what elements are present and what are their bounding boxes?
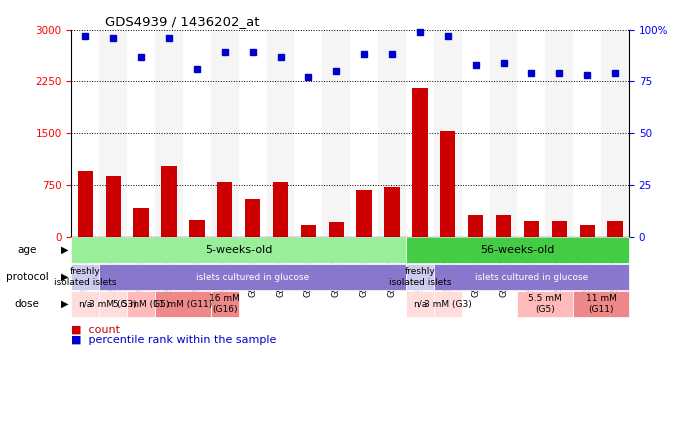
Text: 5.5 mM
(G5): 5.5 mM (G5) bbox=[528, 294, 562, 314]
Bar bbox=[573, 30, 601, 237]
Text: dose: dose bbox=[15, 299, 39, 309]
Bar bbox=[524, 221, 539, 237]
Bar bbox=[301, 225, 316, 237]
Text: 5-weeks-old: 5-weeks-old bbox=[205, 245, 273, 255]
Bar bbox=[217, 181, 233, 237]
Bar bbox=[378, 30, 406, 237]
Bar bbox=[211, 30, 239, 237]
Text: 3 mM (G3): 3 mM (G3) bbox=[424, 299, 472, 309]
Bar bbox=[267, 30, 294, 237]
Text: islets cultured in glucose: islets cultured in glucose bbox=[196, 272, 309, 282]
Bar bbox=[99, 30, 127, 237]
Text: freshly
isolated islets: freshly isolated islets bbox=[389, 267, 451, 287]
Text: 11 mM
(G11): 11 mM (G11) bbox=[585, 294, 617, 314]
Bar bbox=[517, 30, 545, 237]
Bar bbox=[105, 176, 121, 237]
Text: 3 mM (G3): 3 mM (G3) bbox=[89, 299, 137, 309]
Text: 5.5 mM (G5): 5.5 mM (G5) bbox=[113, 299, 169, 309]
Bar bbox=[239, 30, 267, 237]
Bar bbox=[440, 131, 456, 237]
Bar bbox=[545, 30, 573, 237]
Text: ▶: ▶ bbox=[61, 272, 68, 282]
Bar bbox=[496, 215, 511, 237]
Text: age: age bbox=[18, 245, 37, 255]
Text: 16 mM
(G16): 16 mM (G16) bbox=[209, 294, 240, 314]
Bar bbox=[356, 190, 372, 237]
Text: n/a: n/a bbox=[413, 299, 427, 309]
Bar bbox=[412, 88, 428, 237]
Bar bbox=[490, 30, 517, 237]
Bar bbox=[551, 221, 567, 237]
Text: 56-weeks-old: 56-weeks-old bbox=[480, 245, 555, 255]
Text: ■  count: ■ count bbox=[71, 325, 120, 335]
Bar bbox=[127, 30, 155, 237]
Text: GDS4939 / 1436202_at: GDS4939 / 1436202_at bbox=[105, 15, 260, 28]
Bar bbox=[294, 30, 322, 237]
Bar bbox=[434, 30, 462, 237]
Bar bbox=[328, 222, 344, 237]
Bar bbox=[189, 220, 205, 237]
Text: n/a: n/a bbox=[78, 299, 92, 309]
Bar bbox=[322, 30, 350, 237]
Bar bbox=[273, 181, 288, 237]
Bar bbox=[406, 30, 434, 237]
Bar bbox=[155, 30, 183, 237]
Text: ▶: ▶ bbox=[61, 299, 68, 309]
Bar bbox=[78, 171, 93, 237]
Bar bbox=[579, 225, 595, 237]
Bar bbox=[183, 30, 211, 237]
Text: ■  percentile rank within the sample: ■ percentile rank within the sample bbox=[71, 335, 277, 345]
Bar bbox=[71, 30, 99, 237]
Bar bbox=[350, 30, 378, 237]
Bar bbox=[601, 30, 629, 237]
Text: ▶: ▶ bbox=[61, 245, 68, 255]
Text: 11 mM (G11): 11 mM (G11) bbox=[153, 299, 213, 309]
Text: islets cultured in glucose: islets cultured in glucose bbox=[475, 272, 588, 282]
Text: freshly
isolated islets: freshly isolated islets bbox=[54, 267, 116, 287]
Bar bbox=[133, 208, 149, 237]
Text: protocol: protocol bbox=[6, 272, 48, 282]
Bar bbox=[245, 199, 260, 237]
Bar bbox=[468, 215, 483, 237]
Bar bbox=[462, 30, 490, 237]
Bar bbox=[384, 187, 400, 237]
Bar bbox=[161, 166, 177, 237]
Bar bbox=[607, 221, 623, 237]
